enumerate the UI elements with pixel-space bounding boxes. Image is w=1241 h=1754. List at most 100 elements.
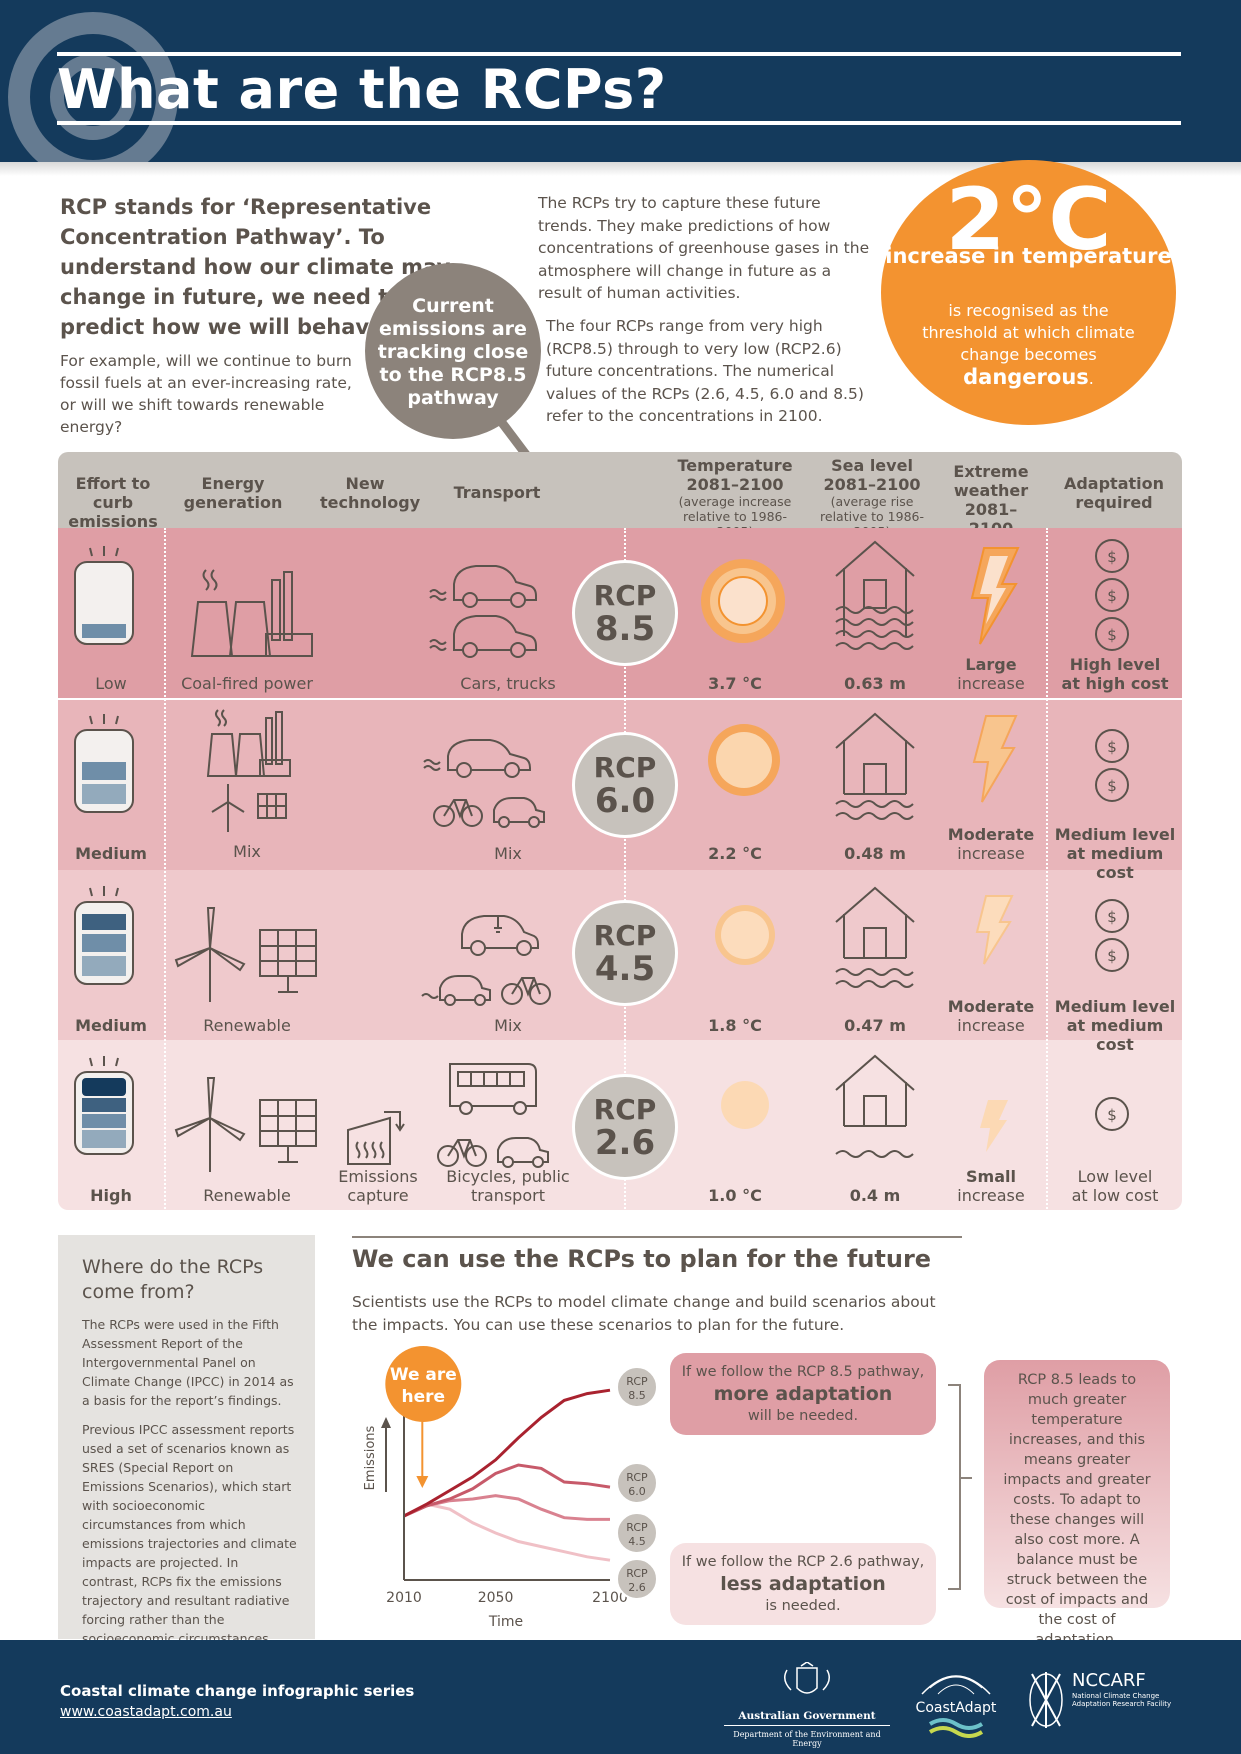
sealevel-value: 0.48 m [844, 844, 906, 863]
weather-unit: increase [957, 1016, 1025, 1035]
nccarf-logo: NCCARF National Climate Change Adaptatio… [1024, 1670, 1174, 1734]
dollar-symbol: $ [1107, 947, 1117, 965]
adaptation-level: High level [1069, 655, 1161, 674]
weather-label: Large increase [938, 655, 1044, 693]
chart-series-group [403, 1388, 611, 1562]
threshold-value: 2°C [945, 170, 1112, 270]
box85-line1: If we follow the RCP 8.5 pathway, [681, 1364, 925, 1380]
x-tick-label: 2050 [478, 1590, 514, 1606]
threshold-text: is recognised as the threshold at which … [921, 300, 1136, 390]
summary-box: RCP 8.5 leads to much greater temperatur… [984, 1360, 1170, 1648]
box26-line1: If we follow the RCP 2.6 pathway, [681, 1554, 925, 1570]
adaptation-cost: at high cost [1061, 674, 1169, 693]
series-badge [616, 1512, 658, 1554]
house-icon [835, 712, 915, 820]
temperature-value: 1.8 °C [708, 1016, 762, 1035]
x-tick-label: 2100 [592, 1590, 628, 1606]
dollar-symbol: $ [1107, 777, 1117, 795]
column-divider [624, 528, 626, 1212]
battery-icon [74, 886, 134, 985]
website-link[interactable]: www.coastadapt.com.au [60, 1704, 232, 1720]
chart-ticks-group: 2010 2050 2100 [386, 1590, 628, 1606]
rcp-badge-label: RCP [593, 751, 657, 784]
power-station-icon [190, 569, 313, 657]
box26-line2: less adaptation [720, 1573, 886, 1595]
plan-text: Scientists use the RCPs to model climate… [352, 1293, 936, 1334]
effort-label: Low [95, 674, 127, 693]
rcp-badge-value: 6.0 [594, 781, 656, 821]
rcp-table: Effort to curb emissions Energy generati… [58, 452, 1182, 1212]
temperature-value: 2.2 °C [708, 844, 762, 863]
bracket-icon [948, 1384, 972, 1590]
box26-line3: is needed. [765, 1598, 841, 1614]
page-title: What are the RCPs? [57, 58, 667, 121]
header-temperature-title: Temperature 2081–2100 [677, 456, 793, 494]
transport-label: Cars, trucks [460, 674, 556, 693]
weather-label: Small increase [938, 1167, 1044, 1205]
dollar-symbol: $ [1107, 908, 1117, 926]
weather-unit: increase [957, 1186, 1025, 1205]
column-divider [164, 528, 166, 1212]
wind-turbine-icon [174, 907, 317, 1002]
rcp-badge-6-0: RCP 6.0 [572, 732, 678, 838]
dollar-icon-stack: $ [1092, 1094, 1132, 1138]
box85-line3: will be needed. [747, 1408, 859, 1424]
we-are-here-label-2: here [402, 1387, 446, 1407]
header-energy: Energy generation [183, 474, 283, 512]
series-badge-label: RCP [626, 1375, 648, 1388]
we-are-here-arrow-icon [416, 1476, 429, 1488]
sealevel-value: 0.4 m [849, 1186, 901, 1205]
header-shadow [0, 162, 1241, 176]
battery-icon [74, 714, 134, 813]
intro-heading: RCP stands for ‘Representative Concentra… [60, 195, 451, 339]
car-icon [429, 565, 537, 658]
emissions-callout: Current emissions are tracking close to … [365, 263, 541, 439]
footer: Coastal climate change infographic serie… [0, 1640, 1241, 1754]
series-badge-value: 2.6 [628, 1581, 646, 1594]
series-title: Coastal climate change infographic serie… [60, 1682, 415, 1700]
adaptation-level: Medium level [1054, 825, 1176, 844]
energy-label: Mix [233, 842, 261, 861]
threshold-end: . [1088, 369, 1094, 388]
series-line-rcp-2-6 [403, 1502, 611, 1562]
temperature-value: 3.7 °C [708, 674, 762, 693]
series-badge-label: RCP [626, 1521, 648, 1534]
ylabel-arrowhead-icon [381, 1417, 391, 1428]
weather-label: Moderate increase [938, 997, 1044, 1035]
weather-label: Moderate increase [938, 825, 1044, 863]
coastadapt-name: CoastAdapt [915, 1700, 997, 1716]
nccarf-icon [1029, 1672, 1063, 1728]
car-icon [421, 915, 551, 1006]
series-badge [616, 1462, 658, 1504]
effort-label: Medium [75, 844, 147, 863]
lightning-icon [975, 895, 1014, 965]
series-badge-value: 4.5 [628, 1535, 646, 1548]
sun-icon [701, 559, 785, 643]
dollar-icon-stack: $ $ [1092, 726, 1132, 810]
intro-paragraph-2: The four RCPs range from very high (RCP8… [546, 317, 864, 425]
government-department: Department of the Environment and Energy [733, 1730, 881, 1748]
adaptation-label: Medium level at medium cost [1048, 825, 1182, 882]
intro-paragraph-1: The RCPs try to capture these future tre… [538, 194, 870, 302]
lightning-icon [970, 547, 1020, 645]
box85-line2: more adaptation [713, 1383, 893, 1405]
dollar-symbol: $ [1107, 548, 1117, 566]
lightning-icon [980, 1100, 1008, 1152]
transport-label: Mix [494, 844, 522, 863]
dollar-icon-stack: $ $ $ [1092, 536, 1132, 660]
car-icon [423, 739, 545, 828]
we-are-here-label-1: We are [390, 1365, 457, 1385]
energy-label: Renewable [203, 1016, 291, 1035]
series-badge-label: RCP [626, 1567, 648, 1580]
plan-title: We can use the RCPs to plan for the futu… [352, 1245, 932, 1273]
house-icon [835, 540, 915, 650]
plan-rule [352, 1236, 962, 1238]
house-icon [835, 886, 915, 988]
dollar-icon-stack: $ $ [1092, 896, 1132, 980]
coat-of-arms-icon [784, 1661, 830, 1694]
rcp-badge-label: RCP [593, 1093, 657, 1126]
header: What are the RCPs? [0, 0, 1241, 162]
series-line-rcp-8-5 [403, 1388, 611, 1518]
sun-icon [715, 905, 775, 965]
dollar-icon: $ $ [1095, 899, 1129, 972]
